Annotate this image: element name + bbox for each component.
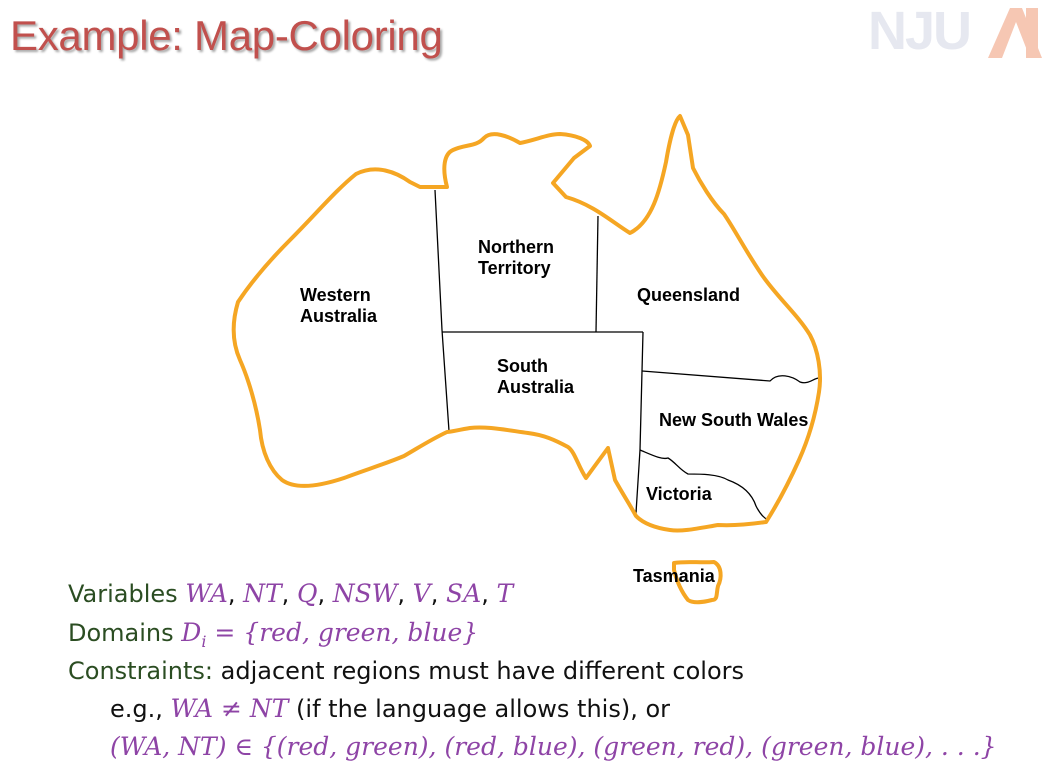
border-q-nsw xyxy=(641,370,820,384)
slide-title: Example: Map-Coloring xyxy=(10,12,443,59)
variable-t: T xyxy=(496,579,514,608)
ai-logo-icon xyxy=(988,8,1042,58)
nju-ai-logo: NJU xyxy=(868,0,1048,64)
border-nt-q xyxy=(595,215,599,333)
constraints-keyword: Constraints: xyxy=(68,657,214,685)
domain-symbol: Di = {red, green, blue} xyxy=(181,618,479,651)
variable-nsw: NSW xyxy=(332,579,398,608)
region-label-south-australia: South Australia xyxy=(497,356,575,397)
example-inequality: WA ≠ NT xyxy=(170,694,289,723)
variables-keyword: Variables xyxy=(68,580,178,608)
domains-line: Domains Di = {red, green, blue} xyxy=(68,618,478,657)
border-wa-nt-sa xyxy=(434,189,450,432)
mainland-outline xyxy=(231,114,822,533)
region-label-victoria: Victoria xyxy=(646,484,712,504)
example-suffix: (if the language allows this), or xyxy=(288,695,670,723)
constraints-line: Constraints: adjacent regions must have … xyxy=(68,656,744,686)
allowed-pairs-expression: (WA, NT) ∈ {(red, green), (red, blue), (… xyxy=(110,732,997,761)
variable-q: Q xyxy=(296,579,318,608)
tuple-line: (WA, NT) ∈ {(red, green), (red, blue), (… xyxy=(110,732,997,762)
example-line: e.g., WA ≠ NT (if the language allows th… xyxy=(110,694,670,724)
region-label-tasmania: Tasmania xyxy=(633,566,715,586)
region-label-queensland: Queensland xyxy=(637,285,741,305)
region-label-western-australia: Western Australia xyxy=(300,285,378,326)
border-sa-qnsw xyxy=(635,331,644,514)
domains-keyword: Domains xyxy=(68,619,174,647)
variable-nt: NT xyxy=(243,579,282,608)
variable-sa: SA xyxy=(446,579,482,608)
variable-v: V xyxy=(412,579,431,608)
constraints-text: adjacent regions must have different col… xyxy=(213,657,745,685)
example-prefix: e.g., xyxy=(110,695,171,723)
border-nsw-v xyxy=(639,449,769,521)
region-label-new-south-wales: New South Wales xyxy=(659,410,809,430)
logo-text: NJU xyxy=(868,1,972,61)
variable-wa: WA xyxy=(185,579,228,608)
region-label-northern-territory: Northern Territory xyxy=(478,237,554,278)
tasmania-outline xyxy=(672,560,723,605)
variables-line: Variables WA, NT, Q, NSW, V, SA, T xyxy=(68,579,514,608)
